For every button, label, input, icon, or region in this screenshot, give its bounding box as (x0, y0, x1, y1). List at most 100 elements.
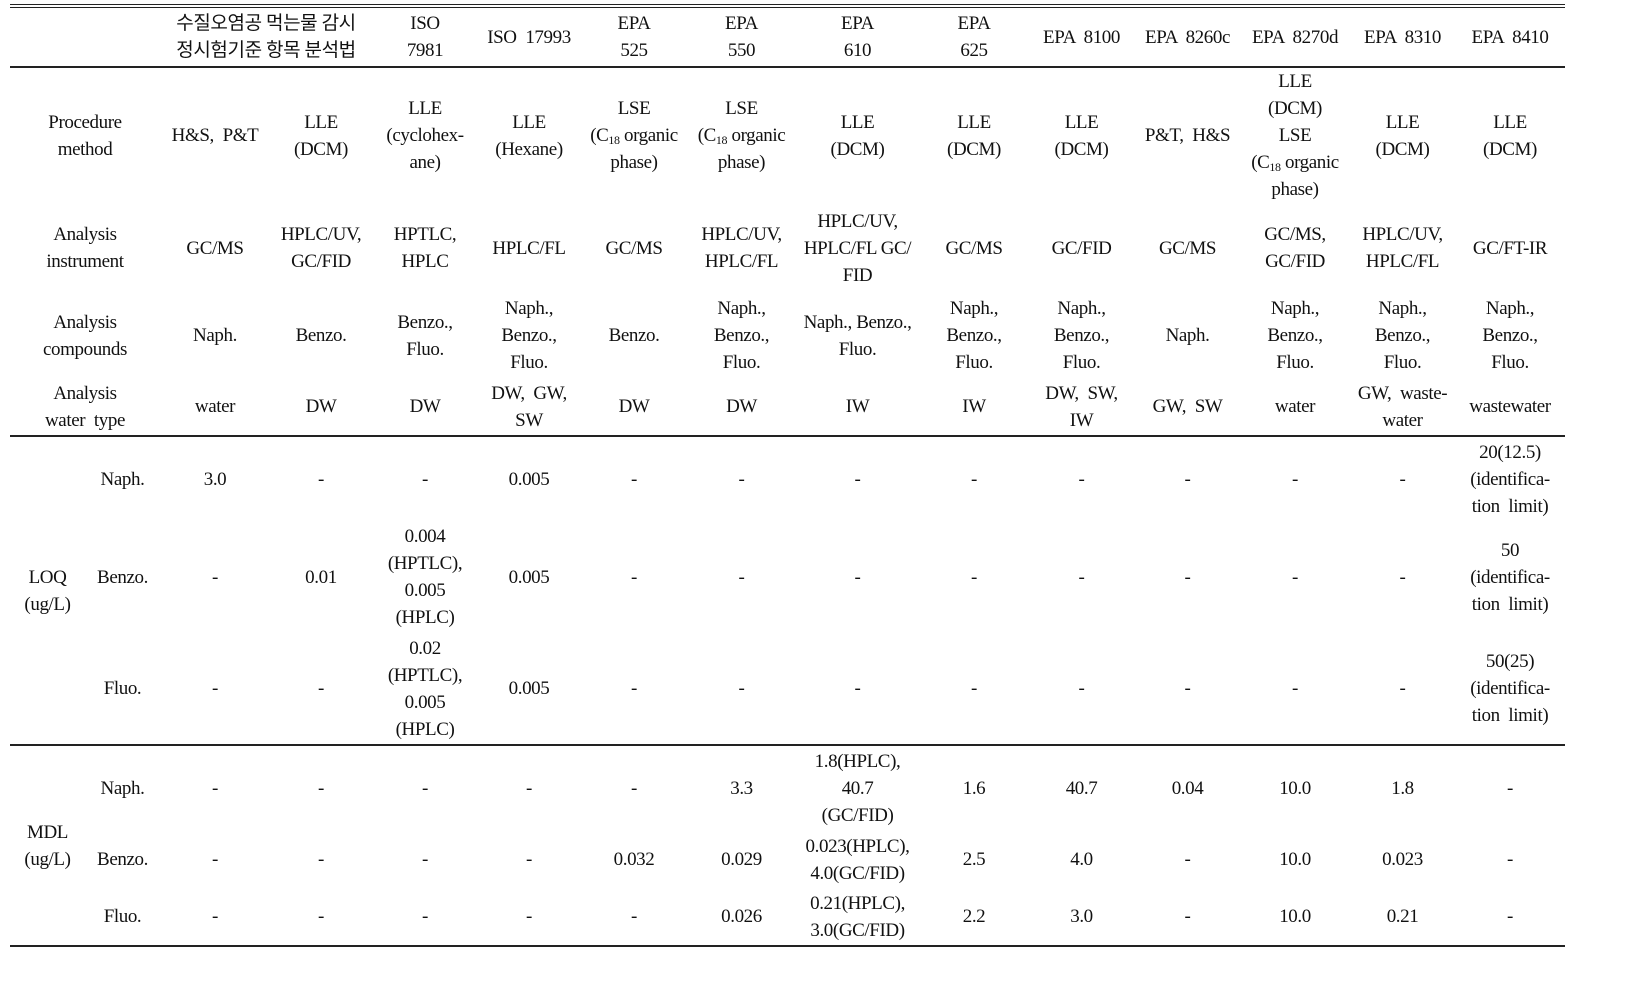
table-cell: - (1184, 849, 1191, 870)
column-header: EPA 550 (688, 4, 796, 68)
column-header: ISO 17993 (478, 4, 581, 68)
table-cell: 3.0 (1028, 888, 1136, 947)
column-header: EPA 525 (580, 4, 689, 68)
table-cell: LLE (cyclohex- ane) (386, 98, 464, 173)
table-cell: - (920, 633, 1029, 746)
table-cell: - (1184, 468, 1191, 490)
table-cell: - (795, 633, 921, 746)
table-cell: - (1078, 468, 1085, 490)
table-cell: HPLC/UV, HPLC/FL (1362, 224, 1443, 272)
cell-text: LLE (DCM) LSE (C (1251, 71, 1322, 173)
table-cell: - (212, 849, 218, 870)
table-row: LOQ (ug/L) Naph. 3.0- -0.005- - - - - - - -20(12.5… (10, 436, 1565, 746)
table-cell: - (270, 633, 373, 746)
table-row: Benzo. - - - - 0.032 0.029 0.023(HPLC), 4.0(GC/… (10, 831, 1565, 888)
table-cell: - (478, 888, 581, 947)
table-cell: - (1028, 633, 1136, 746)
table-cell: Naph. (193, 325, 237, 346)
table-cell: - (631, 468, 637, 490)
table-cell: 0.005 (508, 468, 550, 490)
table-cell: - (212, 566, 218, 588)
table-cell: - (372, 888, 479, 947)
table-cell: 0.023 (1382, 849, 1423, 870)
table-cell: 40.7 (1065, 778, 1098, 799)
table-cell: Naph. (1165, 325, 1210, 346)
cell-text: LSE (C (590, 98, 651, 146)
table-cell: LSE (C18 organic phase) (688, 67, 795, 203)
table-cell: - (1292, 468, 1298, 490)
table-cell: Naph., Benzo., Fluo. (1053, 298, 1110, 373)
table-cell: - (1135, 888, 1241, 947)
cell-text: organic phase) (717, 125, 786, 173)
table-cell: 2.5 (962, 849, 986, 870)
table-cell: - (526, 778, 532, 799)
table-cell: 10.0 (1240, 888, 1351, 947)
table-cell: 0.21(HPLC), 3.0(GC/FID) (795, 888, 921, 947)
table-cell: - (1399, 566, 1406, 588)
table-cell: DW (688, 378, 796, 437)
column-header: EPA 8310 (1350, 4, 1456, 68)
table-cell: - (580, 633, 689, 746)
table-cell: LLE (Hexane) (495, 111, 563, 160)
cell-text: organic phase) (610, 125, 678, 173)
table-row: Analysis instrument GC/MS HPLC/UV, GC/FID H… (10, 203, 1565, 293)
table-cell: - (738, 566, 745, 588)
table-cell: 2.2 (920, 888, 1029, 947)
table-row: Fluo. - - - - -0.026 0.21(HPLC), 3.0(GC/FID) 2.… (10, 888, 1566, 947)
table-cell: GC/MS (1158, 237, 1217, 259)
table-cell: Naph., Benzo., Fluo. (946, 298, 1002, 373)
table-cell: 0.01 (305, 566, 337, 588)
table-cell: 0.032 (613, 849, 655, 870)
table-cell: 50 (identifica- tion limit) (1470, 539, 1550, 615)
table-cell: IW (795, 378, 921, 437)
table-cell: 0.005 (478, 633, 581, 746)
table-cell: 1.8 (1391, 778, 1414, 799)
table-cell: Naph., Benzo., Fluo. (1374, 298, 1431, 373)
table-cell: HPLC/UV, GC/FID (280, 224, 362, 272)
table-cell: H&S, P&T (171, 125, 259, 146)
table-cell: DW (270, 378, 373, 437)
table-row: Fluo. - -0.02 (HPTLC), 0.005 (HPLC) 0.005- -… (10, 633, 1566, 746)
table-cell: - (318, 468, 324, 490)
table-cell: LLE (DCM) (1054, 111, 1109, 160)
table-row: Procedure method H&S, P&T LLE (DCM) LLE (cy… (10, 67, 1565, 203)
table-cell: 1.6 (962, 778, 986, 799)
table-cell: - (688, 633, 796, 746)
compound-label: Fluo. (85, 633, 160, 746)
compound-label: Benzo. (97, 566, 148, 588)
table-cell: Benzo. (608, 325, 660, 346)
table-cell: P&T, H&S (1144, 125, 1231, 146)
table-row: Analysis water type water DW DW DW, GW, SW DW… (10, 378, 1566, 437)
column-header: EPA 8260c (1135, 4, 1241, 68)
table-cell: - (1507, 778, 1513, 799)
table-cell: DW, SW, IW (1028, 378, 1136, 437)
table-row: Analysis compounds Naph. Benzo. Benzo., Flu… (10, 293, 1565, 378)
table-cell: - (160, 633, 270, 746)
table-cell: LLE (DCM) (294, 111, 348, 160)
cell-text: organic phase) (1271, 152, 1339, 200)
table-cell: - (270, 888, 373, 947)
table-cell: 3.3 (730, 778, 753, 799)
table-cell: - (1507, 849, 1513, 870)
group-label: MDL (ug/L) (10, 745, 85, 947)
table-cell: 3.0 (203, 468, 227, 490)
table-cell: 0.21 (1350, 888, 1456, 947)
table-cell: 0.005 (508, 566, 550, 588)
table-cell: - (854, 566, 861, 588)
compound-label: Naph. (100, 468, 145, 490)
table-cell: 10.0 (1279, 849, 1311, 870)
table-cell: Naph., Benzo., Fluo. (713, 298, 770, 373)
table-cell: 10.0 (1279, 778, 1311, 799)
table-cell: - (212, 778, 218, 799)
table-cell: Benzo. (295, 325, 347, 346)
table-cell: water (1240, 378, 1351, 437)
table-cell: 0.023(HPLC), 4.0(GC/FID) (805, 835, 910, 884)
table-cell: Naph., Benzo., Fluo. (803, 311, 912, 360)
table-cell: HPTLC, HPLC (393, 224, 457, 272)
table-cell: GW, waste- water (1350, 378, 1456, 437)
table-cell: LLE (DCM) LSE (C18 organic phase) (1240, 67, 1350, 203)
header-row: 수질오염공 먹는물 감시 정시험기준 항목 분석법 ISO 7981 ISO 179… (10, 4, 1566, 68)
compound-label: Naph. (100, 778, 145, 799)
table-cell: - (422, 468, 428, 490)
table-cell: LLE (DCM) (1375, 111, 1430, 160)
